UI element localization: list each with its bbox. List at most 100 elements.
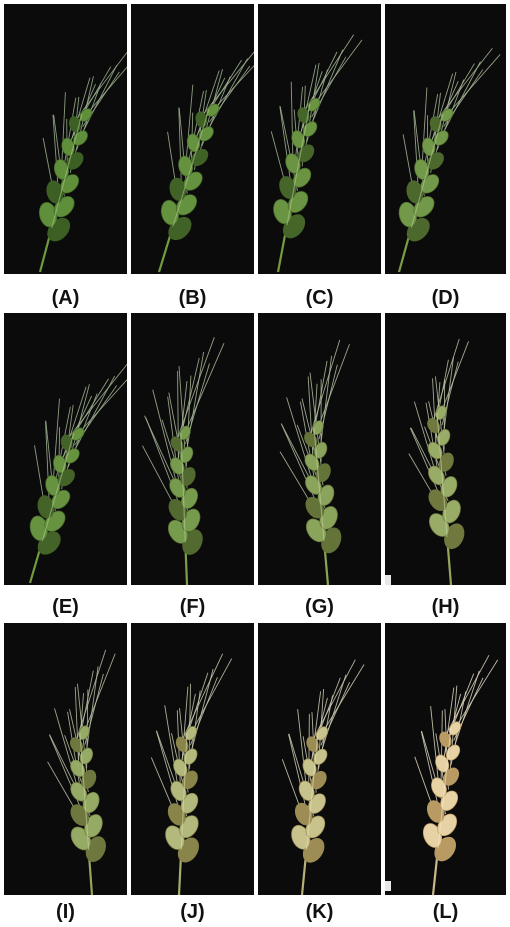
panel-label-l: (L)	[432, 901, 459, 923]
spikelet	[206, 103, 220, 117]
awn	[77, 379, 127, 435]
photo-panel-e	[4, 313, 127, 585]
spikelet	[307, 97, 321, 112]
photo-panel-j	[131, 623, 254, 895]
awn	[79, 64, 118, 139]
awn	[85, 666, 99, 757]
awn	[202, 51, 254, 115]
awn	[304, 34, 355, 110]
wheat-spike-image	[270, 34, 363, 273]
wheat-spike-image	[414, 654, 499, 895]
photo-panel-a	[4, 4, 127, 274]
wheat-spike-image	[28, 363, 127, 584]
photo-panel-g	[258, 313, 381, 585]
panel-label-a: (A)	[51, 287, 80, 309]
spikelet	[71, 427, 85, 441]
spikelet	[179, 425, 191, 441]
wheat-spike-image	[397, 47, 501, 273]
awn	[76, 649, 107, 740]
awn	[445, 654, 490, 734]
photo-panel-h	[385, 313, 506, 585]
awn	[176, 337, 215, 439]
awn	[321, 664, 365, 734]
wheat-spike-image	[281, 659, 365, 895]
awn	[317, 343, 350, 428]
panel-label-j: (J)	[180, 901, 205, 923]
awn	[182, 653, 224, 739]
awn	[442, 356, 455, 438]
spikelet	[285, 153, 301, 174]
wheat-spike-image	[408, 338, 469, 585]
rachis	[436, 412, 448, 537]
awn	[152, 389, 180, 495]
spikelet	[312, 420, 324, 435]
awn	[68, 363, 127, 438]
panel-label-e: (E)	[52, 596, 79, 618]
spikelet	[79, 108, 93, 122]
awn	[308, 49, 344, 130]
panel-label-b: (B)	[178, 287, 207, 309]
panel-label-g: (G)	[305, 596, 334, 618]
rachis	[180, 432, 186, 543]
panel-label-d: (D)	[431, 287, 460, 309]
photo-panel-c	[258, 4, 381, 274]
awn	[313, 659, 356, 739]
panel-label-c: (C)	[305, 287, 334, 309]
awn	[184, 343, 225, 434]
photo-panel-i	[4, 623, 127, 895]
panel-label-i: (I)	[56, 901, 75, 923]
awn	[205, 58, 248, 135]
awn	[310, 339, 341, 435]
wheat-spike-image	[150, 653, 233, 895]
rachis	[51, 113, 83, 228]
photo-panel-b	[131, 4, 254, 274]
awn	[437, 47, 493, 119]
awn	[185, 351, 205, 456]
photo-panel-k	[258, 623, 381, 895]
awn	[85, 66, 127, 116]
wheat-spike-image	[157, 51, 254, 273]
spikelet	[178, 155, 194, 177]
spikelet	[428, 465, 445, 486]
wheat-spike-image	[47, 649, 116, 895]
awn	[212, 65, 254, 111]
awn	[76, 51, 127, 120]
awn	[433, 338, 460, 420]
photo-panel-l	[385, 623, 506, 895]
photo-panel-f	[131, 313, 254, 585]
awn	[446, 54, 501, 116]
spikelet	[78, 725, 90, 740]
rachis	[286, 103, 311, 226]
awn	[279, 106, 292, 184]
rachis	[305, 732, 319, 850]
panel-label-k: (K)	[305, 901, 334, 923]
awn	[409, 427, 441, 496]
spikelet	[315, 726, 329, 741]
spikelet	[440, 108, 454, 122]
rachis	[41, 432, 75, 542]
awn	[440, 341, 469, 413]
awn	[190, 658, 233, 734]
spikelet	[435, 405, 447, 420]
spikelet	[184, 726, 198, 741]
wheat-spike-image	[142, 337, 225, 585]
spikelet	[431, 777, 447, 798]
white-tag-marker	[385, 575, 391, 585]
panel-label-f: (F)	[179, 596, 206, 618]
photo-panel-d	[385, 4, 506, 274]
rachis	[437, 727, 452, 849]
awn	[454, 659, 499, 729]
rachis	[79, 732, 90, 850]
panel-label-h: (H)	[431, 596, 460, 618]
rachis	[313, 427, 325, 542]
wheat-spike-image	[279, 339, 350, 585]
white-tag-marker	[385, 881, 391, 891]
rachis	[410, 113, 444, 228]
awn	[189, 668, 214, 758]
awn	[420, 731, 439, 808]
wheat-spike-image	[38, 51, 127, 273]
spikelet	[448, 721, 462, 736]
awn	[83, 653, 116, 733]
rachis	[172, 108, 210, 227]
awn	[313, 39, 363, 106]
